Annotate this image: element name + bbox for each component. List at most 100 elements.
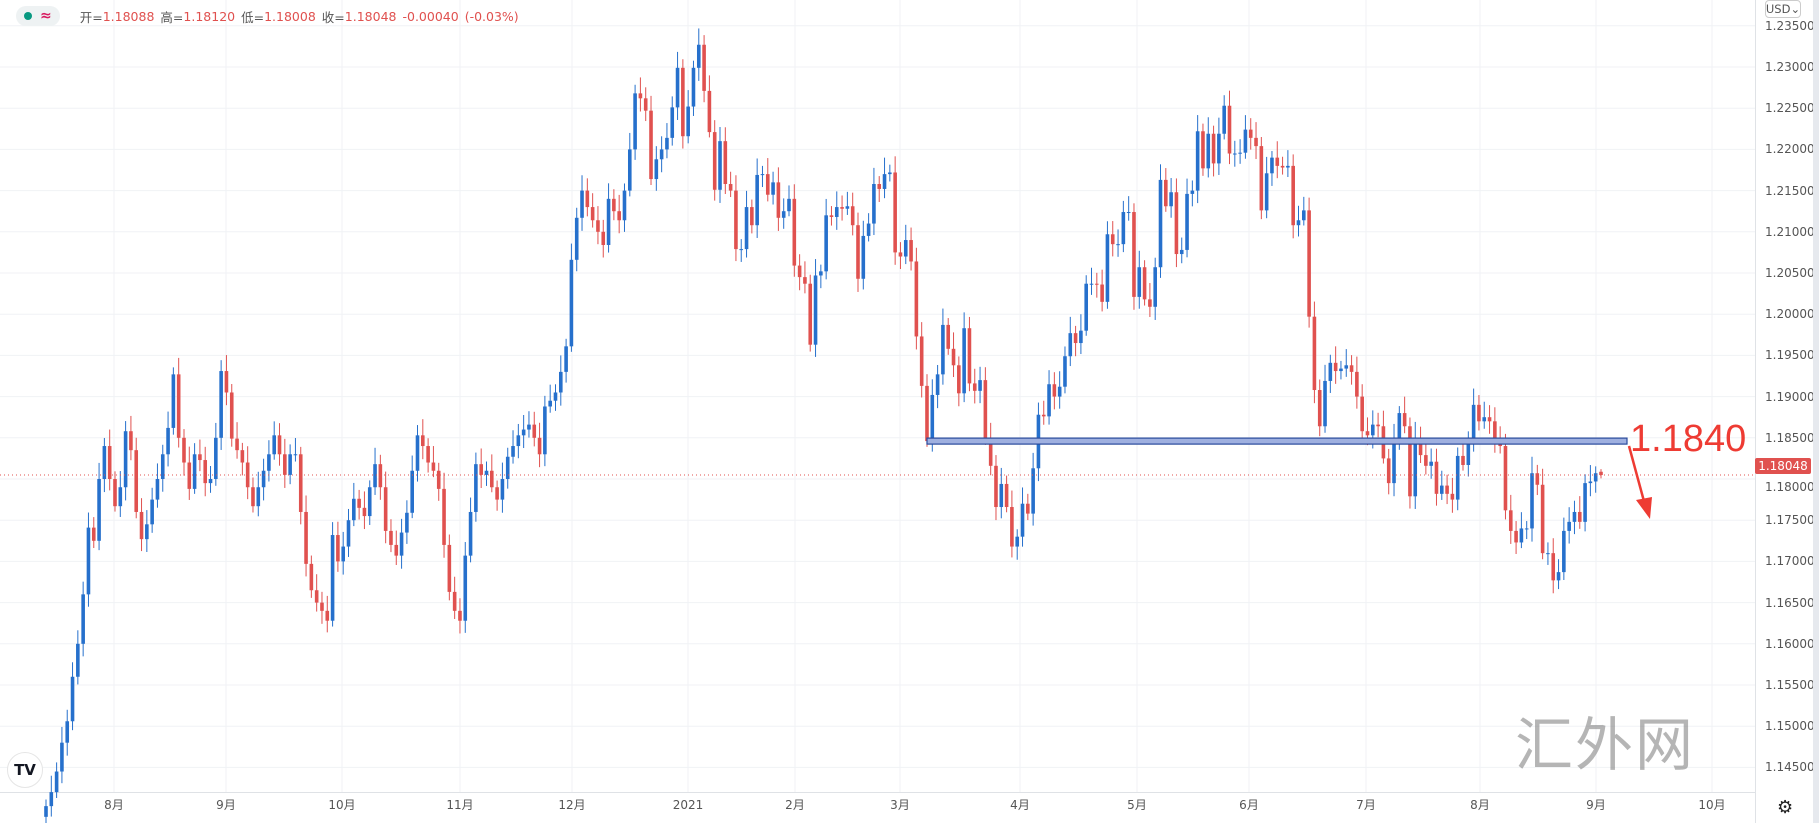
candle-body <box>44 806 48 817</box>
price-tick-label: 1.16000 <box>1765 636 1815 651</box>
candle-body <box>1386 458 1391 484</box>
time-tick-label: 7月 <box>1356 798 1376 812</box>
candle-body <box>81 594 85 644</box>
candle-body <box>1057 386 1062 397</box>
candle-body <box>1439 485 1444 494</box>
candle-body <box>691 67 696 107</box>
candle-body <box>574 217 579 260</box>
candle-body <box>1227 105 1232 154</box>
candle-body <box>1206 133 1211 169</box>
candle-body <box>877 184 882 189</box>
low-value: 1.18008 <box>264 8 316 24</box>
candle-body <box>1275 157 1280 166</box>
candle-body <box>203 460 208 484</box>
open-value: 1.18088 <box>102 8 155 24</box>
candle-body <box>452 591 457 611</box>
scrollbar[interactable] <box>1813 0 1819 823</box>
candle-body <box>718 141 722 190</box>
candle-body <box>1169 192 1173 207</box>
candle-body <box>622 190 627 221</box>
candle-body <box>792 198 797 266</box>
down-arrow-head <box>1636 497 1652 519</box>
candle-body <box>919 336 924 386</box>
candle-body <box>1583 483 1587 522</box>
candle-body <box>675 67 680 108</box>
candle-body <box>1328 362 1333 381</box>
candle-body <box>585 190 590 208</box>
candle-body <box>957 365 961 394</box>
candle-body <box>888 172 892 175</box>
candle-body <box>882 174 887 189</box>
time-tick-label: 9月 <box>216 798 236 812</box>
candle-body <box>1233 153 1237 155</box>
candle-body <box>415 435 420 471</box>
candle-body <box>261 470 266 488</box>
candle-body <box>1524 528 1529 530</box>
candle-body <box>872 184 876 224</box>
candle-body <box>728 184 733 191</box>
settings-icon[interactable]: ⚙ <box>1777 797 1794 818</box>
candle-body <box>1031 468 1035 514</box>
currency-button[interactable]: USD⌄ <box>1765 0 1801 18</box>
candle-body <box>596 220 600 232</box>
candle-body <box>341 546 346 562</box>
time-tick-label: 4月 <box>1010 798 1030 812</box>
candle-body <box>495 487 499 500</box>
candle-body <box>394 544 399 556</box>
candle-body <box>229 392 234 439</box>
candle-body <box>240 450 245 463</box>
candle-body <box>1201 131 1205 169</box>
candle-body <box>1174 192 1179 255</box>
candle-body <box>118 487 123 507</box>
time-tick-label: 2月 <box>785 798 805 812</box>
candle-body <box>527 424 531 430</box>
candle-body <box>447 544 452 592</box>
candle-body <box>850 206 855 226</box>
price-tick-label: 1.18000 <box>1765 480 1815 494</box>
candle-body <box>320 602 324 611</box>
candle-body <box>1323 380 1327 427</box>
candle-body <box>797 265 802 278</box>
annotation-label: 1.1840 <box>1630 418 1747 460</box>
candle-body <box>925 385 929 442</box>
tradingview-logo[interactable]: TV <box>7 752 43 788</box>
candle-body <box>564 346 568 372</box>
candle-body <box>1110 234 1115 245</box>
candle-body <box>909 240 913 262</box>
candle-body <box>1073 333 1078 344</box>
price-tick-label: 1.18500 <box>1765 430 1815 445</box>
candle-body <box>1190 190 1195 194</box>
candle-body <box>235 438 239 451</box>
candle-body <box>1116 244 1120 246</box>
candle-body <box>659 149 664 160</box>
candle-body <box>1546 553 1550 555</box>
candle-body <box>330 535 335 621</box>
candle-body <box>643 98 648 111</box>
candle-body <box>681 67 685 137</box>
candle-body <box>314 590 319 603</box>
candle-body <box>543 406 547 455</box>
candle-body <box>1312 316 1317 391</box>
candle-body <box>781 211 786 218</box>
candle-body <box>1121 212 1126 245</box>
price-tick-label: 1.20000 <box>1765 307 1815 322</box>
candle-body <box>1408 426 1412 497</box>
candle-body <box>1413 437 1418 497</box>
candle-body <box>702 44 706 91</box>
candle-body <box>102 446 107 479</box>
candle-body <box>1286 165 1290 168</box>
symbol-toggle[interactable]: ≈ <box>16 6 60 26</box>
candle-body <box>866 223 871 236</box>
candle-body <box>776 182 781 218</box>
candle-body <box>739 249 744 251</box>
open-label: 开= <box>79 9 103 25</box>
candle-body <box>288 454 292 475</box>
candle-body <box>1562 530 1566 573</box>
candle-body <box>978 380 982 391</box>
candle-body <box>994 465 998 508</box>
candle-body <box>272 435 277 455</box>
candle-body <box>1370 424 1375 436</box>
high-value: 1.18120 <box>183 8 236 24</box>
candle-body <box>819 271 823 276</box>
